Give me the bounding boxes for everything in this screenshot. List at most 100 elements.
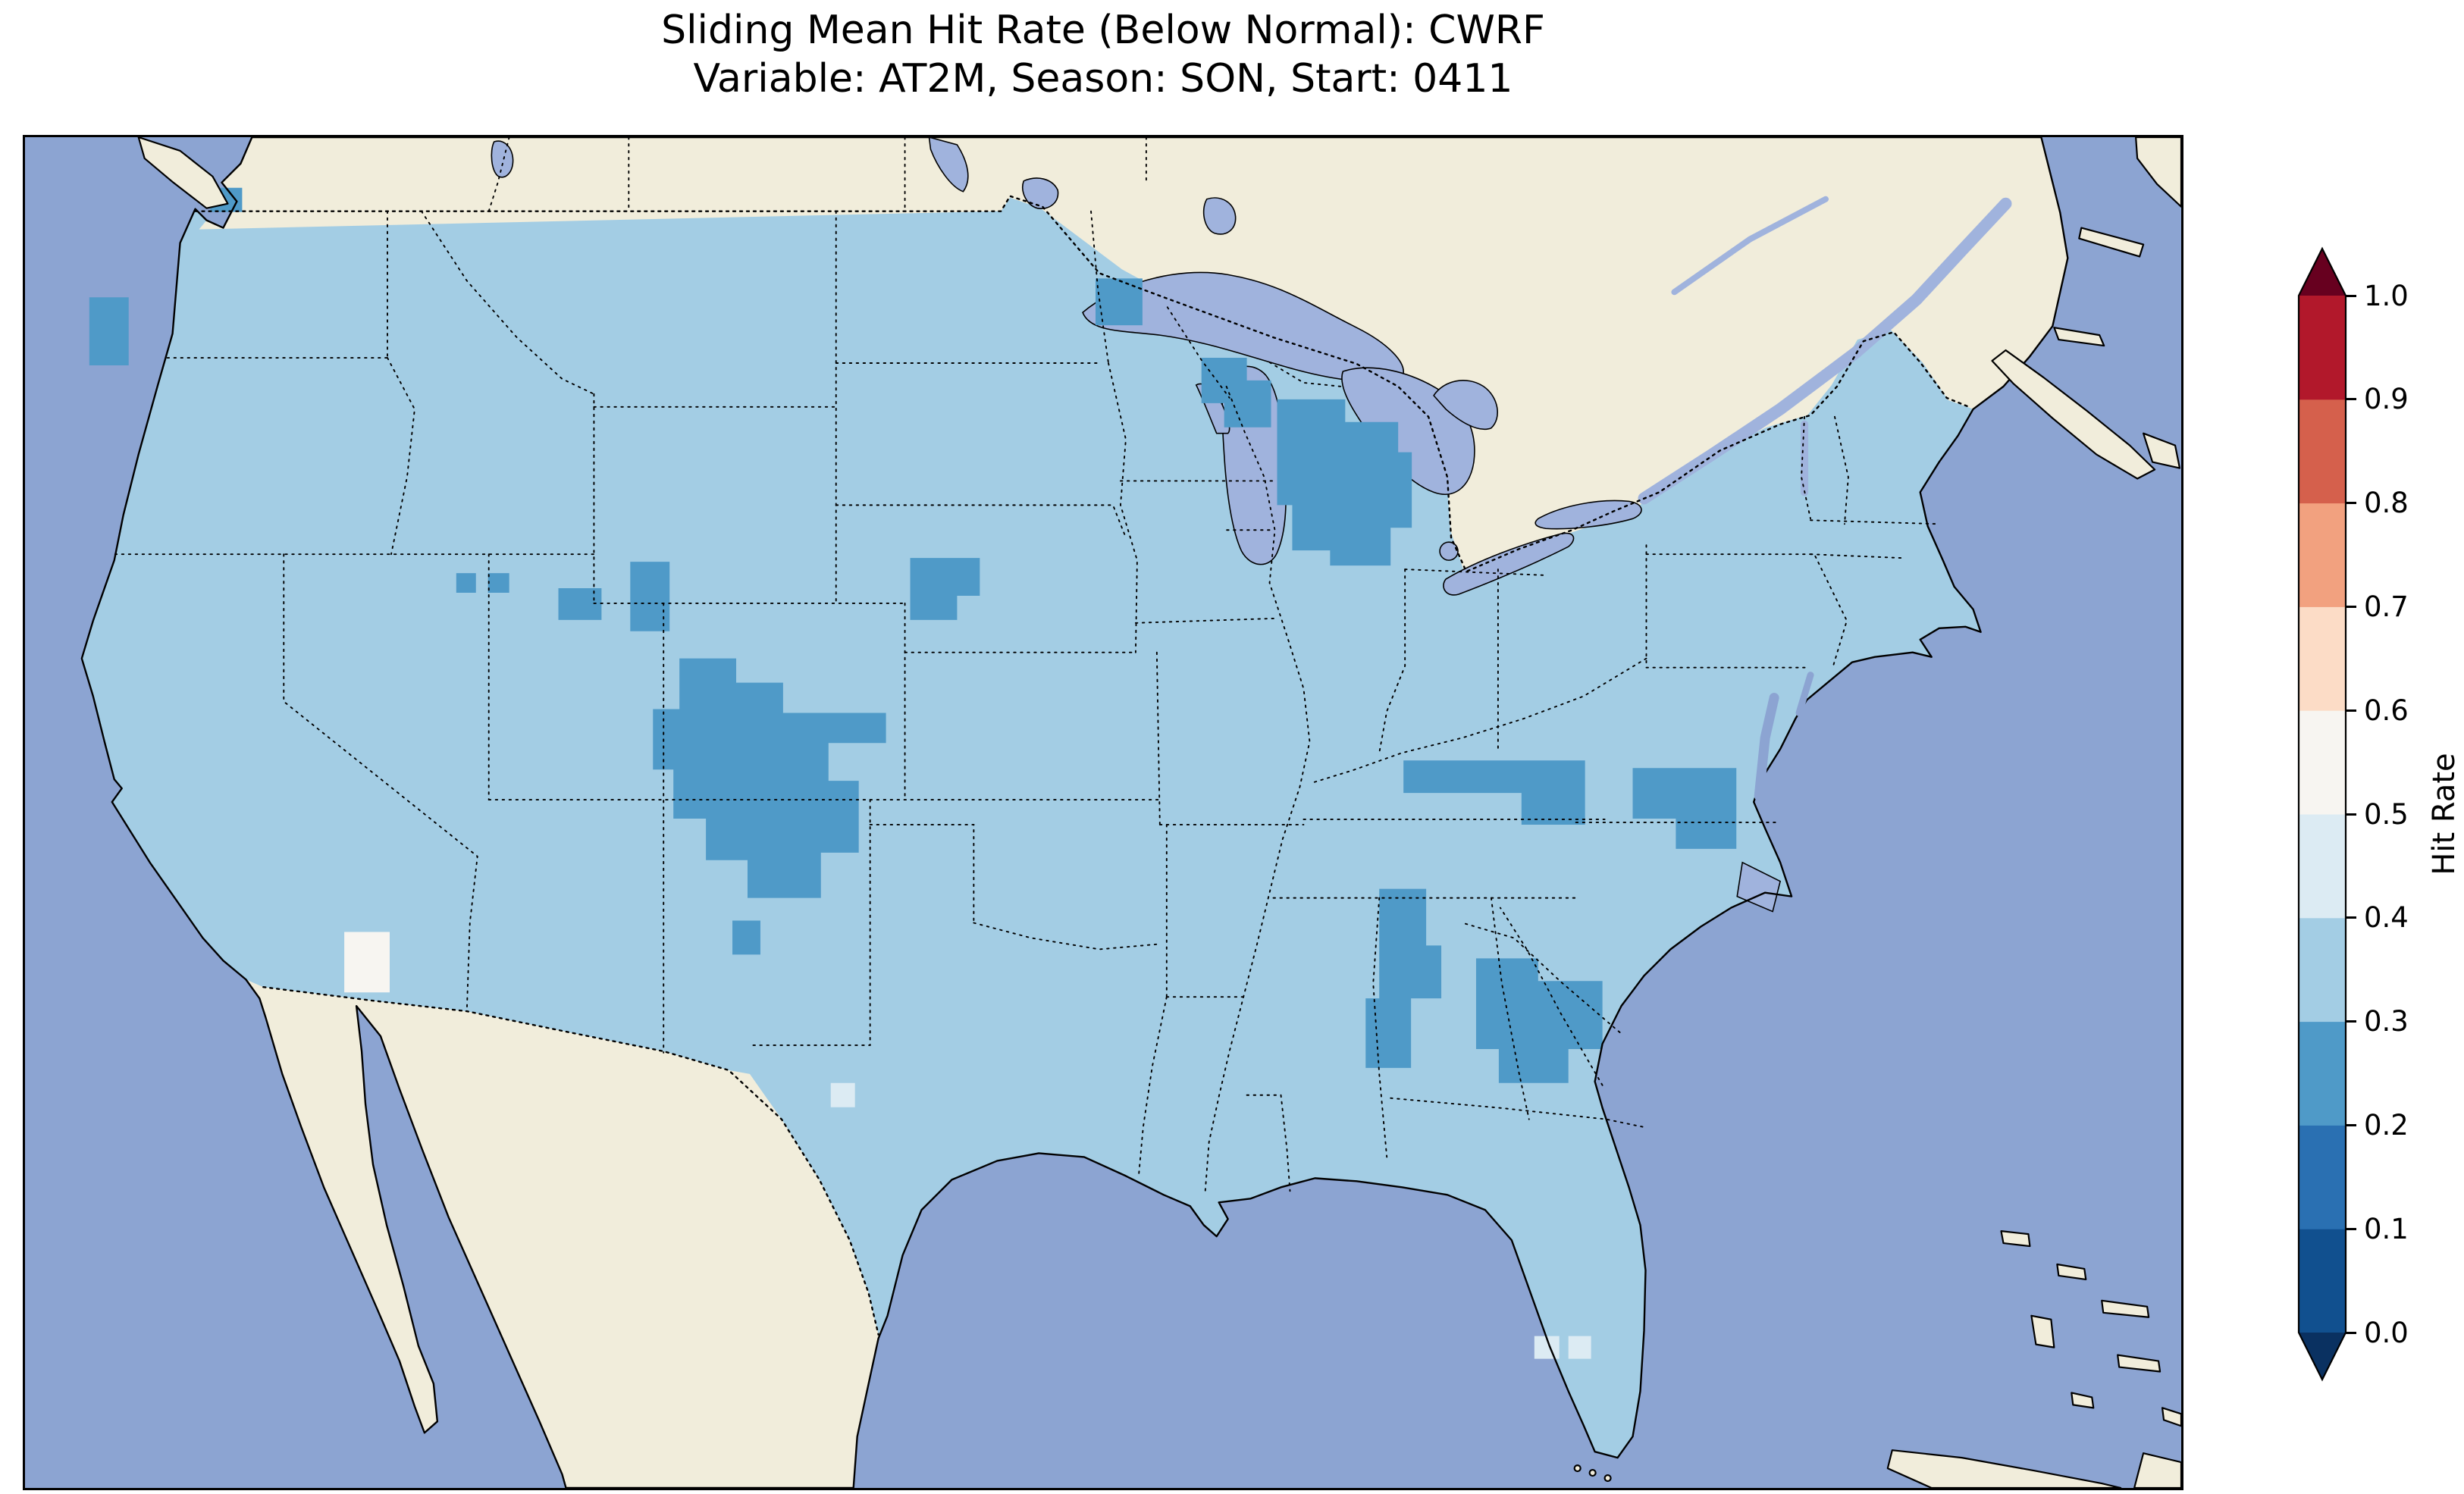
hitrate-patch-nw-colorado (630, 562, 670, 631)
us-mexico-border (262, 986, 879, 1336)
colorbar-extend-over (2299, 249, 2346, 296)
hitrate-patch-wisconsin (1201, 358, 1271, 428)
chart-title-line2: Variable: AT2M, Season: SON, Start: 0411 (693, 56, 1513, 102)
lake-ontario (1535, 500, 1642, 530)
chart-title-line1: Sliding Mean Hit Rate (Below Normal): CW… (661, 8, 1545, 53)
hitrate-patch-nevada-2 (487, 573, 509, 593)
colorbar-tick-mark (2346, 294, 2356, 297)
conus-hitrate-base (81, 197, 1981, 1458)
anticosti-island (2078, 227, 2145, 258)
map-axes (23, 135, 2183, 1490)
colorbar-segment (2299, 813, 2346, 919)
islands (137, 137, 2181, 1488)
georgian-bay (1433, 380, 1498, 430)
colorbar-segment (2299, 1124, 2346, 1229)
hitrate-patch-colorado-utah (558, 587, 602, 620)
hitrate-patch-tennessee (1403, 760, 1585, 825)
colorbar-tick: 1.0 (2346, 279, 2409, 312)
hitrate-patch-oregon-coast (89, 297, 129, 365)
hitrate-patch-mississippi-alabama (1365, 888, 1442, 1068)
colorbar-tick-mark (2346, 398, 2356, 401)
colorbar-tick-label: 1.0 (2364, 279, 2409, 312)
prince-edward-island (2053, 327, 2105, 347)
hitrate-patch-north-carolina (1632, 768, 1737, 849)
colorbar-tick: 0.0 (2346, 1316, 2409, 1349)
colorbar-segment (2299, 1021, 2346, 1126)
hitrate-patch-south-florida-2 (1568, 1336, 1591, 1359)
cape-breton (2143, 432, 2181, 469)
colorbar-tick-label: 0.6 (2364, 694, 2409, 727)
colorbar-tick: 0.4 (2346, 901, 2409, 935)
hitrate-patch-new-mexico (732, 920, 760, 955)
hitrate-patch-georgia (1475, 958, 1603, 1083)
us-hitrate-map (25, 137, 2181, 1488)
colorbar-extend-under (2299, 1333, 2346, 1380)
florida-keys-3 (1603, 1474, 1612, 1483)
bahama-island-1 (2000, 1230, 2031, 1248)
colorbar-bar (2297, 246, 2347, 1382)
colorbar-segment (2299, 295, 2346, 400)
colorbar-label: Hit Rate (2427, 753, 2462, 875)
colorbar-segment (2299, 503, 2346, 607)
pamlico-sound (1736, 861, 1782, 913)
hitrate-patch-sw-arizona-high (344, 932, 390, 993)
colorbar-tick: 0.6 (2346, 694, 2409, 727)
lake-of-the-woods (1022, 177, 1059, 209)
newfoundland (2135, 137, 2181, 208)
hitrate-patch-four-corners (653, 658, 886, 898)
colorbar-tick-label: 0.2 (2364, 1108, 2409, 1142)
florida-keys-1 (1573, 1464, 1582, 1473)
colorbar-segment (2299, 606, 2346, 711)
cuba (1886, 1449, 2122, 1488)
hitrate-patch-kansas-nebraska (910, 558, 980, 620)
colorbar-tick-mark (2346, 1227, 2356, 1230)
lake-nipigon (1202, 197, 1237, 235)
delaware-bay (1795, 672, 1814, 716)
colorbar-tick: 0.1 (2346, 1213, 2409, 1245)
colorbar-tick-mark (2346, 1020, 2356, 1023)
ottawa-river (1671, 196, 1829, 296)
state-borders (114, 137, 1940, 1192)
andros-island (2030, 1314, 2055, 1348)
colorbar-tick-mark (2346, 605, 2356, 608)
colorbar-tick: 0.3 (2346, 1005, 2409, 1038)
colorbar-segment (2299, 709, 2346, 815)
colorbar-tick-label: 0.9 (2364, 383, 2409, 416)
colorbar-tick-label: 0.3 (2364, 1005, 2409, 1038)
colorbar-segment (2299, 399, 2346, 504)
colorbar-tick: 0.8 (2346, 487, 2409, 520)
colorbar-tick-mark (2346, 813, 2356, 816)
bahama-island-3 (2101, 1299, 2150, 1318)
colorbar-tick: 0.5 (2346, 797, 2409, 831)
chesapeake-bay (1754, 693, 1779, 801)
lake-winnipeg (928, 137, 969, 193)
colorbar-tick-mark (2346, 916, 2356, 919)
colorbar-tick: 0.7 (2346, 590, 2409, 623)
colorbar-segment (2299, 917, 2346, 1023)
lake-erie (1443, 532, 1575, 596)
lake-st-clair (1439, 541, 1459, 561)
colorbar-tick-label: 0.5 (2364, 797, 2409, 831)
colorbar-tick-label: 0.0 (2364, 1316, 2409, 1349)
bahama-island-4 (2117, 1354, 2161, 1373)
colorbar-tick-mark (2346, 1331, 2356, 1334)
nova-scotia (1991, 349, 2156, 480)
colorbar-tick-mark (2346, 1123, 2356, 1126)
bahama-island-5 (2071, 1392, 2095, 1409)
hitrate-patch-south-texas (830, 1082, 855, 1107)
colorbar-tick-mark (2346, 502, 2356, 505)
us-canada-border (194, 195, 1972, 573)
colorbar-tick-mark (2346, 709, 2356, 712)
colorbar-tick-label: 0.8 (2364, 487, 2409, 520)
bahama-island-2 (2056, 1263, 2087, 1281)
lakes (491, 137, 2012, 913)
colorbar-tick: 0.9 (2346, 383, 2409, 416)
country-borders (194, 195, 1972, 1336)
colorbar-tick-label: 0.4 (2364, 901, 2409, 935)
hitrate-patch-michigan (1277, 399, 1412, 566)
bahama-island-6 (2161, 1407, 2181, 1427)
colorbar-segment (2299, 1228, 2346, 1333)
colorbar-tick-label: 0.7 (2364, 590, 2409, 623)
hitrate-patch-nevada-1 (456, 573, 476, 593)
